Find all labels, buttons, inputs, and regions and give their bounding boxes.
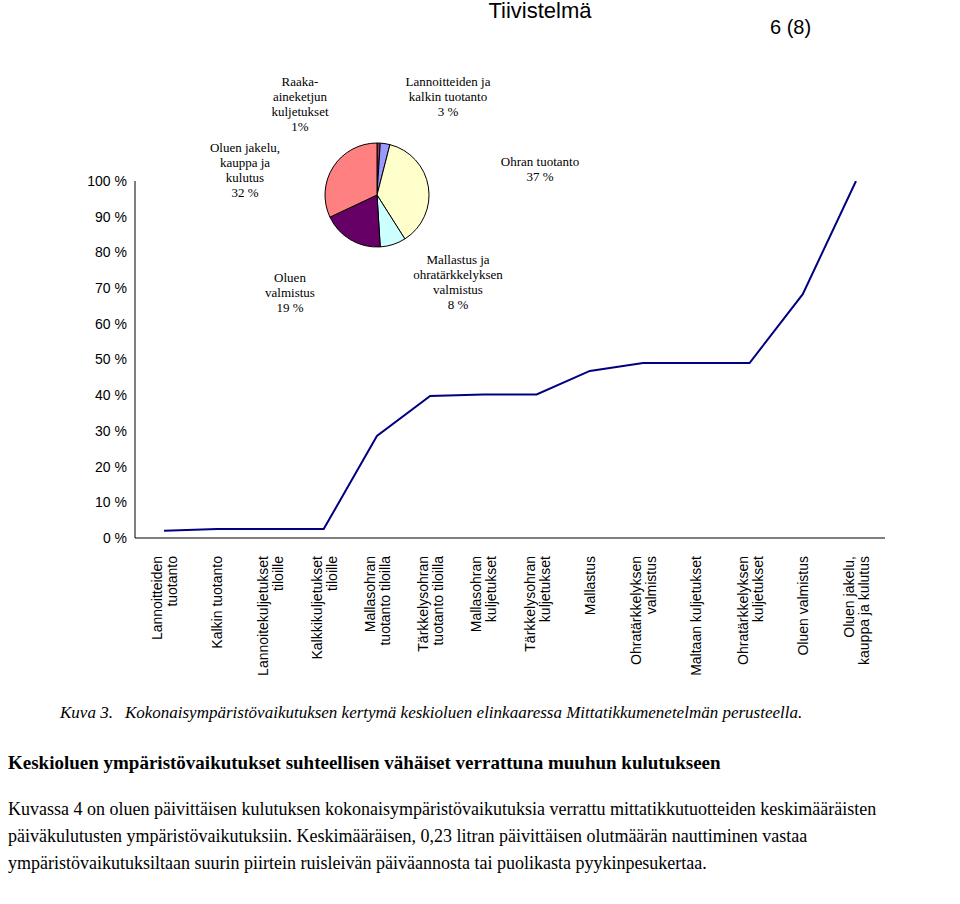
svg-text:Lannoitekuljetukset: Lannoitekuljetukset [255,556,271,676]
svg-text:Maltaan kuljetukset: Maltaan kuljetukset [688,556,704,676]
svg-text:100 %: 100 % [87,173,127,189]
svg-text:tuotanto tiloilla: tuotanto tiloilla [377,556,393,646]
svg-text:Tärkkelysohran: Tärkkelysohran [415,556,431,652]
svg-text:tiloille: tiloille [270,556,286,591]
html-text:Kuva 3.: Kuva 3. [60,703,113,722]
svg-text:70 %: 70 % [95,280,127,296]
svg-text:0 %: 0 % [103,530,127,546]
html-text:8 %: 8 % [447,297,469,312]
svg-text:Mallastus: Mallastus [582,556,598,615]
svg-text:80 %: 80 % [95,244,127,260]
svg-text:Lannoitteiden: Lannoitteiden [149,556,165,640]
svg-text:Kalkin tuotanto: Kalkin tuotanto [209,556,225,649]
svg-text:Ohratärkkelyksen: Ohratärkkelyksen [628,556,644,665]
svg-text:tiloille: tiloille [324,556,340,591]
svg-text:40 %: 40 % [95,387,127,403]
svg-text:kuljetukset: kuljetukset [483,556,499,622]
svg-text:kuljetukset: kuljetukset [750,556,766,622]
svg-text:Tärkkelysohran: Tärkkelysohran [522,556,538,652]
svg-text:50 %: 50 % [95,351,127,367]
html-text:19 %: 19 % [276,300,304,315]
html-text:Raaka-aineketjun kuljetukset: Raaka-aineketjun kuljetukset [271,74,329,119]
svg-text:kuljetukset: kuljetukset [537,556,553,622]
svg-text:tuotanto tiloilla: tuotanto tiloilla [430,556,446,646]
html-text:6 (8): 6 (8) [770,16,812,38]
svg-text:Oluen valmistus: Oluen valmistus [795,556,811,656]
svg-text:tuotanto: tuotanto [164,556,180,607]
html-text:3 %: 3 % [437,104,459,119]
svg-text:Ohratärkkelyksen: Ohratärkkelyksen [735,556,751,665]
svg-text:30 %: 30 % [95,423,127,439]
html-text:Oluen valmistus: Oluen valmistus [265,270,315,300]
svg-text:Mallasohran: Mallasohran [468,556,484,632]
html-text:Ohran tuotanto: Ohran tuotanto [500,154,580,169]
html-text:Lannoitteiden ja kalkin tuotan: Lannoitteiden ja kalkin tuotanto [405,74,491,104]
html-text:Keskioluen ympäristövaikutukse: Keskioluen ympäristövaikutukset suhteell… [8,752,721,773]
svg-text:Oluen jakelu,: Oluen jakelu, [841,556,857,638]
svg-text:90 %: 90 % [95,209,127,225]
html-text:Kokonaisympäristövaikutuksen k: Kokonaisympäristövaikutuksen kertymä kes… [124,703,803,722]
svg-text:kauppa ja kulutus: kauppa ja kulutus [856,556,872,665]
svg-text:Kalkkikuljetukset: Kalkkikuljetukset [309,556,325,660]
html-text:37 %: 37 % [526,169,554,184]
html-text:Mallastus ja ohratärkkelyksen: Mallastus ja ohratärkkelyksen valmistus [413,252,503,297]
html-text:1%: 1% [291,119,309,134]
html-text:Kuvassa 4 on oluen päivittäise: Kuvassa 4 on oluen päivittäisen kulutuks… [8,799,877,873]
svg-text:10 %: 10 % [95,494,127,510]
html-text:Oluen jakelu, kauppa ja kulutu: Oluen jakelu, kauppa ja kulutus [210,140,280,185]
svg-text:valmistus: valmistus [643,556,659,614]
svg-text:60 %: 60 % [95,316,127,332]
svg-text:Mallasohran: Mallasohran [362,556,378,632]
svg-text:20 %: 20 % [95,459,127,475]
html-text:32 %: 32 % [231,185,259,200]
